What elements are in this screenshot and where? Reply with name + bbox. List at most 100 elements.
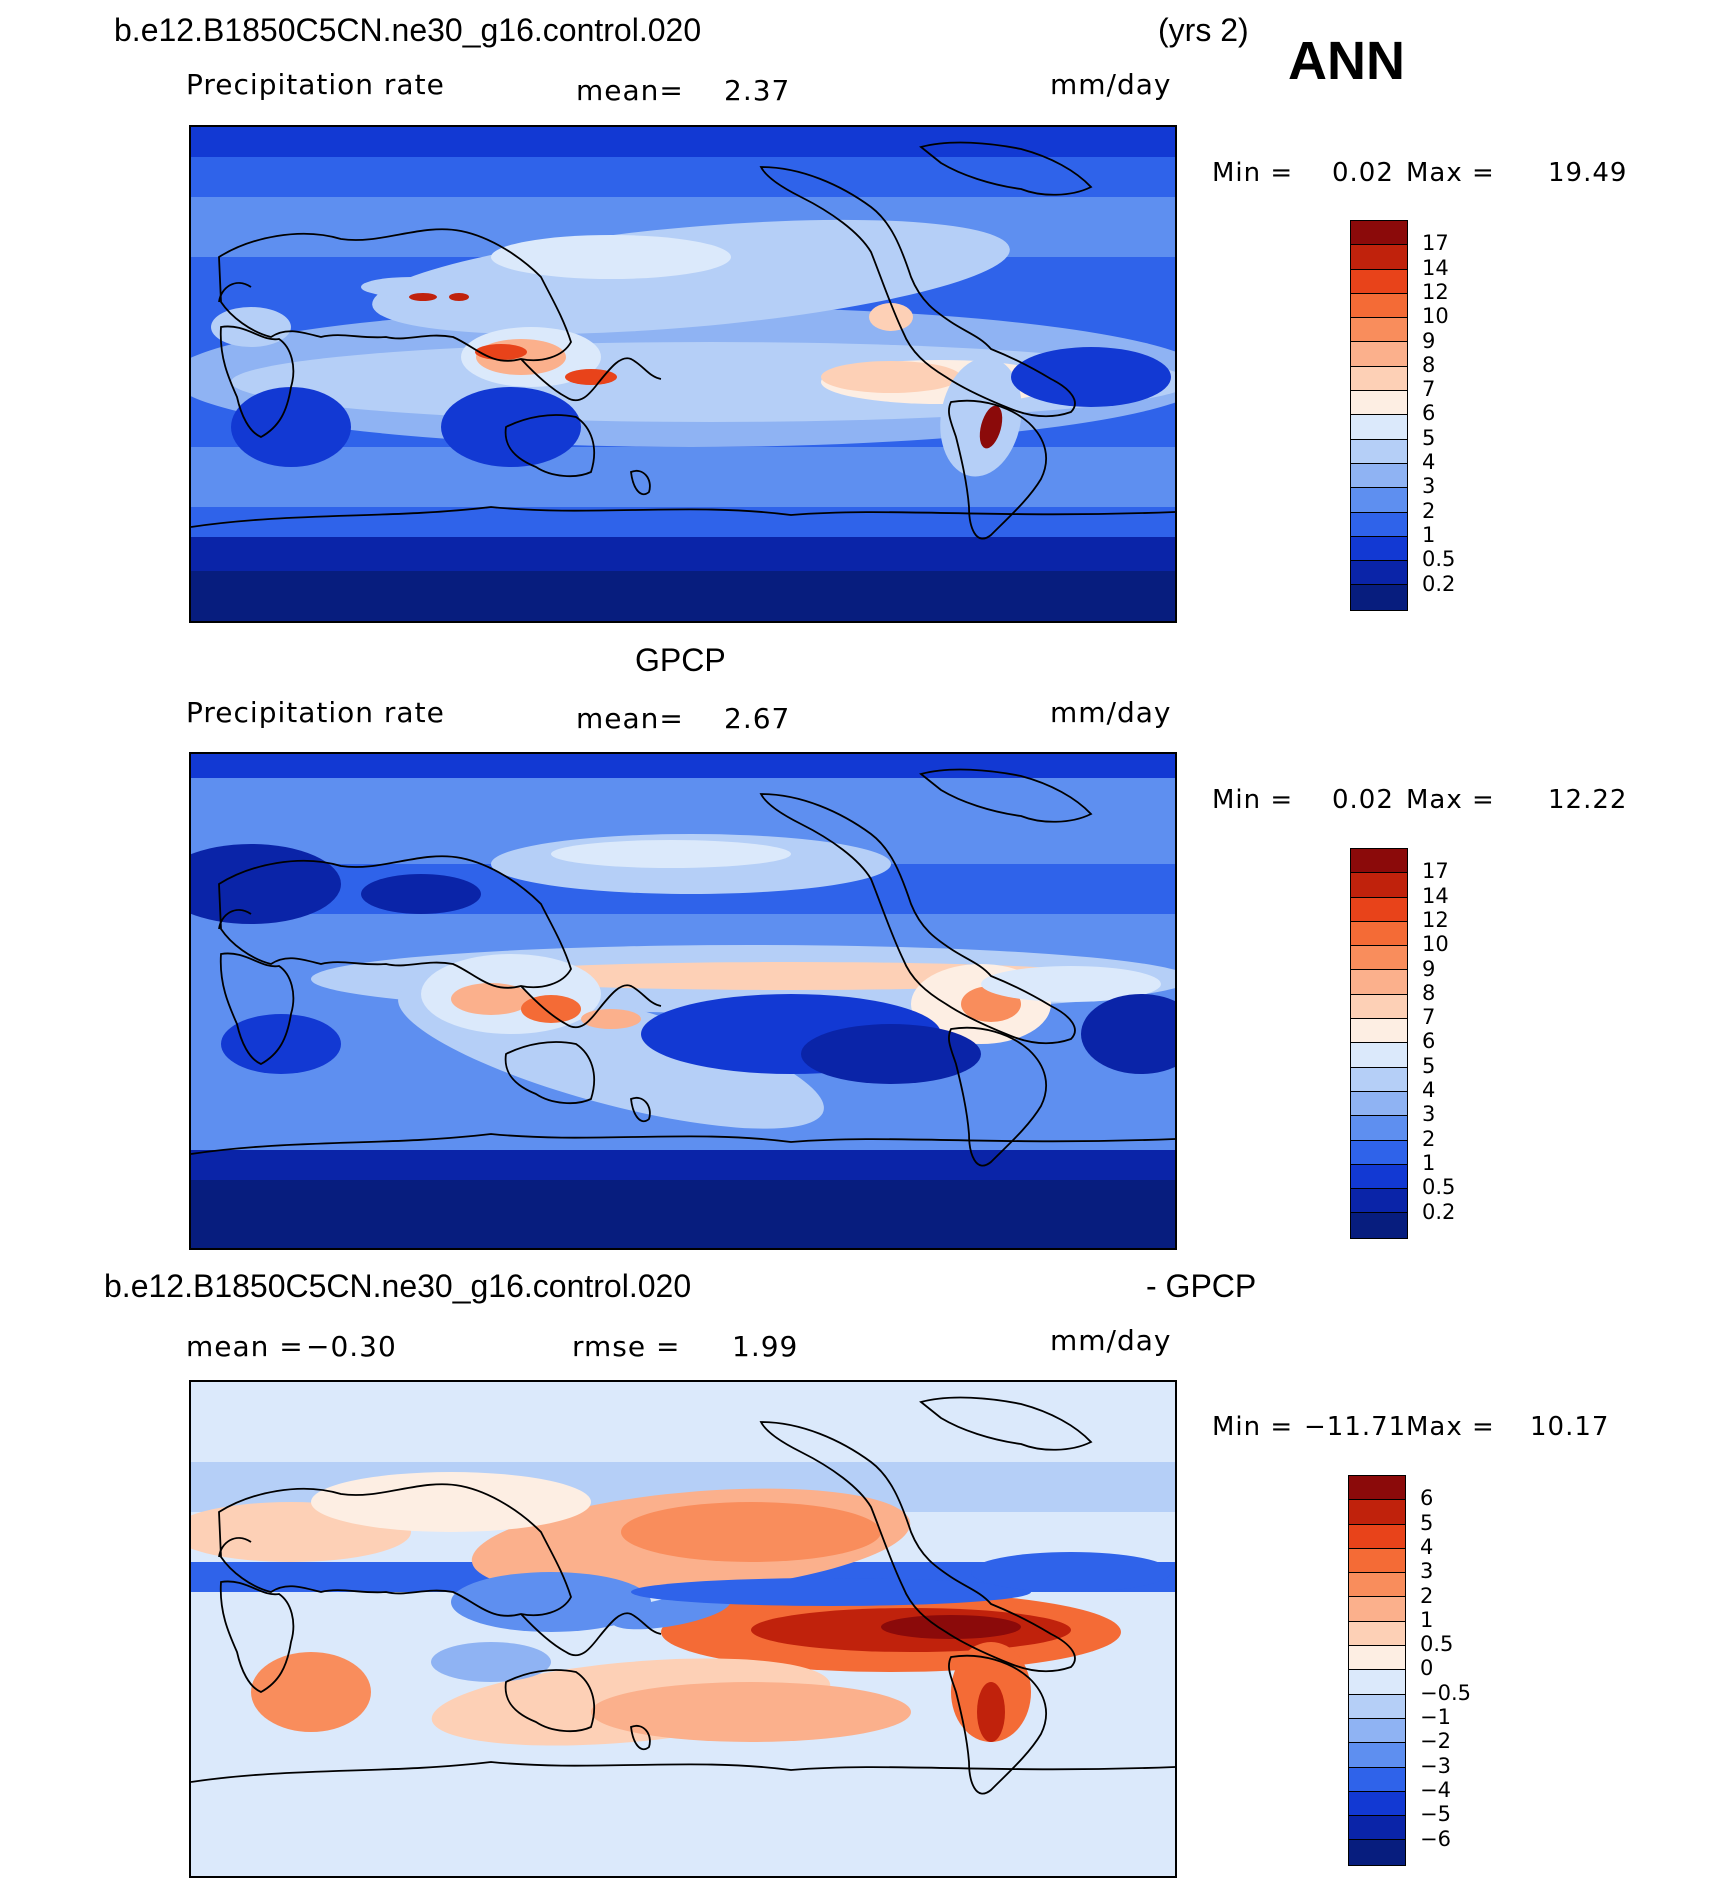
field-blob	[441, 387, 581, 467]
panel1-max-label: Max =	[1406, 158, 1495, 188]
field-blob	[451, 1572, 651, 1632]
colorbar-tick-label: −6	[1420, 1826, 1451, 1851]
panel3-rmse-label: rmse =	[572, 1330, 681, 1363]
colorbar-swatch	[1349, 1621, 1405, 1647]
colorbar-swatch	[1351, 318, 1407, 343]
panel2-map-svg	[191, 754, 1175, 1248]
colorbar-swatch	[1351, 970, 1407, 995]
panel1-map-svg	[191, 127, 1175, 621]
colorbar-swatch	[1351, 488, 1407, 513]
field-blob	[621, 1502, 881, 1562]
colorbar-tick-label: 10	[1422, 304, 1449, 329]
coastline-path	[219, 325, 295, 438]
coastline-path	[630, 469, 651, 496]
field-blob	[565, 369, 617, 385]
colorbar-swatch	[1351, 1164, 1407, 1190]
coastline-path	[919, 768, 1093, 823]
panel2-map	[189, 752, 1177, 1250]
colorbar-swatch	[1349, 1791, 1405, 1817]
colorbar-tick-label: 6	[1422, 401, 1436, 426]
coastline-path	[218, 228, 572, 362]
colorbar-swatch	[1349, 1573, 1405, 1598]
panel3-max-label: Max =	[1406, 1412, 1495, 1442]
panel1-map	[189, 125, 1177, 623]
panel1-mean-value: 2.37	[724, 74, 791, 107]
coastline-path	[218, 909, 252, 930]
panel3-mean-value: −0.30	[306, 1330, 397, 1363]
panel2-max-label: Max =	[1406, 785, 1495, 815]
field-blob	[251, 1652, 371, 1732]
colorbar-box	[1350, 220, 1408, 611]
colorbar-tick-label: 6	[1420, 1486, 1434, 1511]
coastline-path	[759, 793, 1076, 1045]
panel3-units: mm/day	[1050, 1324, 1172, 1357]
colorbar-swatch	[1351, 873, 1407, 898]
field-blob	[591, 1682, 911, 1742]
panel1-min-label: Min =	[1212, 158, 1294, 188]
field-blob	[521, 995, 581, 1023]
colorbar-tick-label: 0.5	[1422, 547, 1456, 572]
years-label: (yrs 2)	[1158, 12, 1249, 48]
coastline-path	[948, 1654, 1048, 1795]
colorbar-swatch	[1351, 1116, 1407, 1141]
field-band	[191, 447, 1175, 507]
colorbar-swatch	[1351, 849, 1407, 874]
field-blob	[821, 361, 961, 393]
colorbar-tick-label: −0.5	[1420, 1680, 1471, 1705]
panel2-min-label: Min =	[1212, 785, 1294, 815]
colorbar-tick-label: −4	[1420, 1777, 1451, 1802]
coastline-path	[520, 984, 662, 1029]
colorbar-swatch	[1351, 1019, 1407, 1044]
colorbar-swatch	[1351, 946, 1407, 971]
coastline-path	[219, 1580, 295, 1693]
coastline-path	[218, 1483, 572, 1617]
colorbar-tick-label: 14	[1422, 883, 1449, 908]
panel3-map-svg	[191, 1382, 1175, 1876]
field-blob	[475, 344, 527, 360]
panel3-max-value: 10.17	[1530, 1412, 1610, 1442]
panel2-min-value: 0.02	[1332, 785, 1394, 815]
field-blob	[361, 874, 481, 914]
colorbar-swatch	[1351, 921, 1407, 947]
colorbar-swatch	[1351, 512, 1407, 537]
colorbar-tick-label: 17	[1422, 859, 1449, 884]
colorbar-tick-label: 7	[1422, 377, 1436, 402]
field-blob	[881, 1615, 1021, 1639]
colorbar-tick-label: 0.2	[1422, 571, 1456, 596]
colorbar-swatch	[1351, 415, 1407, 440]
coastline-path	[191, 506, 1175, 528]
panel3-title-left: b.e12.B1850C5CN.ne30_g16.control.020	[104, 1268, 692, 1304]
field-blob	[431, 1642, 551, 1682]
panel2-title: GPCP	[635, 642, 726, 678]
panel2-mean-value: 2.67	[724, 702, 791, 735]
colorbar-swatch	[1349, 1476, 1405, 1501]
colorbar-tick-label: 5	[1420, 1510, 1434, 1535]
panel1-mean-label: mean=	[576, 74, 684, 107]
colorbar-tick-label: 4	[1422, 450, 1436, 474]
field-band	[191, 1150, 1175, 1180]
field-band	[191, 1174, 1175, 1248]
colorbar-box	[1348, 1475, 1406, 1866]
colorbar-tick-label: 12	[1422, 907, 1449, 932]
colorbar-swatch	[1349, 1500, 1405, 1525]
colorbar-tick-label: 17	[1422, 231, 1449, 256]
colorbar-swatch	[1349, 1548, 1405, 1574]
field-blob	[1011, 347, 1171, 407]
colorbar-swatch	[1351, 245, 1407, 270]
coastline-path	[630, 1724, 651, 1751]
coastline-path	[759, 1421, 1076, 1673]
field-blob	[940, 357, 1022, 477]
colorbar-swatch	[1351, 561, 1407, 586]
panel2-max-value: 12.22	[1548, 785, 1628, 815]
panel1-units: mm/day	[1050, 68, 1172, 101]
colorbar-tick-label: 9	[1422, 956, 1436, 981]
field-blob	[631, 1578, 1031, 1606]
coastlines	[191, 141, 1175, 540]
colorbar-swatch	[1349, 1718, 1405, 1744]
coastline-path	[218, 855, 572, 989]
colorbar-swatch	[1351, 1043, 1407, 1068]
colorbar-swatch	[1351, 342, 1407, 367]
colorbar-swatch	[1351, 1067, 1407, 1092]
colorbar-swatch	[1349, 1694, 1405, 1719]
colorbar-tick-label: 2	[1422, 1126, 1436, 1151]
